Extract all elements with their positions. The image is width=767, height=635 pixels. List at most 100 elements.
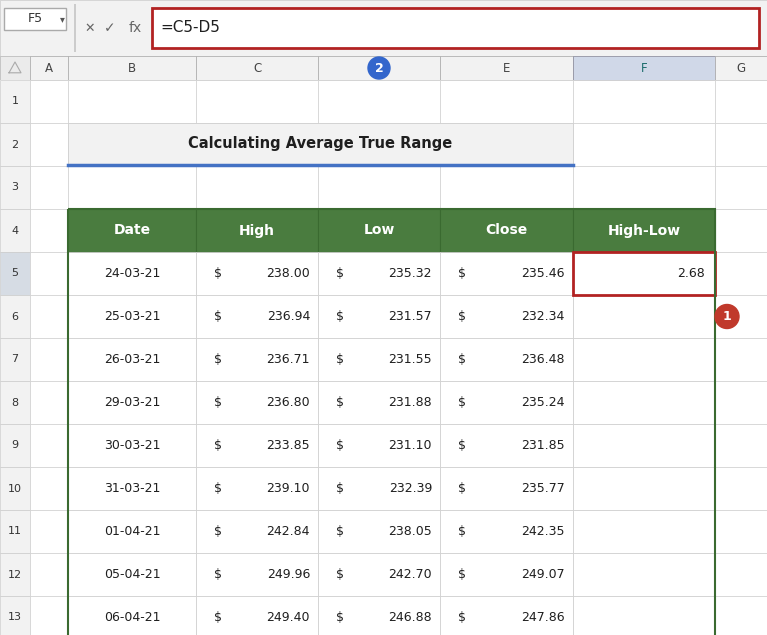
Bar — [0, 80, 767, 635]
Text: 01-04-21: 01-04-21 — [104, 525, 160, 538]
Bar — [0, 123, 30, 166]
Bar — [573, 209, 715, 252]
Text: $: $ — [214, 267, 222, 280]
Text: 7: 7 — [12, 354, 18, 364]
Bar — [68, 467, 196, 510]
Bar — [196, 338, 318, 381]
Text: 242.70: 242.70 — [388, 568, 432, 581]
Bar — [715, 295, 767, 338]
Bar — [573, 338, 715, 381]
Text: 235.77: 235.77 — [522, 482, 565, 495]
Bar — [440, 166, 573, 209]
Bar — [0, 596, 30, 635]
Bar — [0, 510, 30, 553]
Bar — [68, 166, 196, 209]
Bar — [715, 510, 767, 553]
Text: $: $ — [214, 482, 222, 495]
Text: 2: 2 — [374, 62, 384, 74]
Bar — [573, 381, 715, 424]
Text: Calculating Average True Range: Calculating Average True Range — [189, 136, 453, 151]
Bar — [196, 209, 318, 252]
Bar — [318, 381, 440, 424]
Bar — [573, 80, 715, 123]
Text: $: $ — [336, 396, 344, 409]
Bar — [0, 0, 767, 56]
Bar — [318, 123, 440, 166]
Text: 26-03-21: 26-03-21 — [104, 353, 160, 366]
Bar — [318, 252, 440, 295]
Bar — [318, 209, 440, 252]
Text: 236.71: 236.71 — [266, 353, 310, 366]
Bar — [68, 381, 196, 424]
Bar — [318, 553, 440, 596]
Bar — [30, 510, 68, 553]
Bar — [715, 56, 767, 80]
Text: 238.05: 238.05 — [388, 525, 432, 538]
Bar — [0, 553, 30, 596]
Text: F: F — [640, 62, 647, 74]
Text: Low: Low — [364, 224, 395, 237]
Bar — [68, 596, 196, 635]
Bar — [318, 510, 440, 553]
Bar — [196, 381, 318, 424]
Text: $: $ — [458, 396, 466, 409]
Bar — [440, 338, 573, 381]
Bar — [0, 295, 30, 338]
Bar — [715, 553, 767, 596]
Text: 247.86: 247.86 — [522, 611, 565, 624]
Text: 242.84: 242.84 — [266, 525, 310, 538]
Bar — [440, 80, 573, 123]
Text: fx: fx — [128, 21, 142, 35]
Bar — [440, 252, 573, 295]
Bar — [196, 166, 318, 209]
Text: 231.10: 231.10 — [389, 439, 432, 452]
Bar — [573, 295, 715, 338]
Bar — [152, 8, 759, 48]
Bar — [573, 252, 715, 295]
Text: Date: Date — [114, 224, 150, 237]
Text: 236.48: 236.48 — [522, 353, 565, 366]
Bar — [573, 56, 715, 80]
Bar — [440, 123, 573, 166]
Bar — [440, 467, 573, 510]
Text: $: $ — [458, 611, 466, 624]
Bar — [196, 596, 318, 635]
Bar — [30, 80, 68, 123]
Text: $: $ — [458, 482, 466, 495]
Text: 2.68: 2.68 — [677, 267, 705, 280]
Bar — [318, 596, 440, 635]
Bar — [68, 209, 196, 252]
Bar — [440, 295, 573, 338]
Bar — [440, 338, 573, 381]
Bar — [196, 510, 318, 553]
Bar — [196, 123, 318, 166]
Text: 232.39: 232.39 — [389, 482, 432, 495]
Bar — [0, 424, 30, 467]
Bar — [573, 596, 715, 635]
Text: 10: 10 — [8, 483, 22, 493]
Bar — [68, 209, 196, 252]
Bar — [573, 166, 715, 209]
Bar — [715, 252, 767, 295]
Text: $: $ — [214, 353, 222, 366]
Text: ▾: ▾ — [60, 14, 64, 24]
Bar — [573, 424, 715, 467]
Circle shape — [368, 57, 390, 79]
Text: High-Low: High-Low — [607, 224, 680, 237]
Text: $: $ — [458, 568, 466, 581]
Bar — [715, 80, 767, 123]
Bar — [318, 338, 440, 381]
Text: =C5-D5: =C5-D5 — [160, 20, 220, 36]
Bar — [4, 8, 66, 30]
Bar — [0, 209, 30, 252]
Bar — [68, 596, 196, 635]
Bar — [573, 596, 715, 635]
Bar — [196, 467, 318, 510]
Text: 242.35: 242.35 — [522, 525, 565, 538]
Text: A: A — [45, 62, 53, 74]
Bar — [440, 596, 573, 635]
Bar — [68, 80, 196, 123]
Text: 249.40: 249.40 — [266, 611, 310, 624]
Bar — [68, 510, 196, 553]
Bar — [440, 553, 573, 596]
